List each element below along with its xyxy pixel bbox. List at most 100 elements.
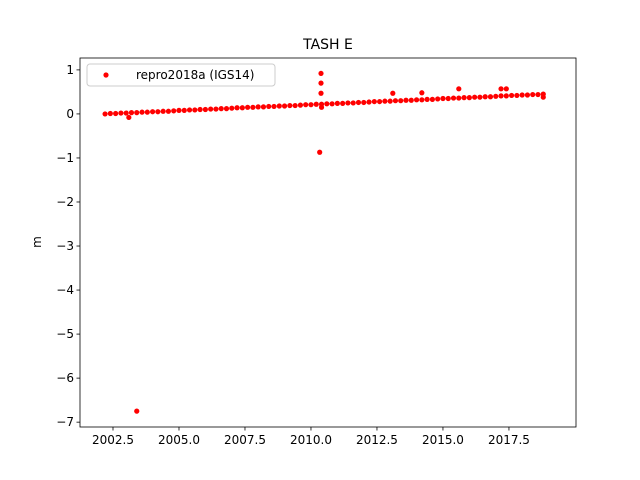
scatter-point [192,107,198,113]
y-tick-label: −4 [56,283,74,297]
y-tick-label: −7 [56,415,74,429]
scatter-point [503,93,509,99]
scatter-point [371,98,377,105]
scatter-point [229,105,235,111]
scatter-point [340,100,346,106]
scatter-point [260,104,267,110]
scatter-point [160,108,166,114]
legend [86,63,276,87]
scatter-point [245,104,251,110]
x-tick-label: 2002.5 [92,433,134,447]
y-tick-label: −1 [56,151,74,165]
scatter-point [281,103,288,109]
y-tick-label: −3 [56,239,74,253]
scatter-point [334,100,340,106]
scatter-point [134,110,140,116]
scatter-point [287,102,293,109]
x-tick-label: 2010.0 [290,433,332,447]
legend-marker [103,72,109,78]
x-tick-label: 2012.5 [356,433,398,447]
scatter-point [540,94,546,100]
scatter-point [213,106,219,112]
scatter-point [503,86,509,92]
scatter-point [530,91,536,98]
scatter-point [445,95,451,102]
scatter-point [456,86,462,92]
y-tick-label: −6 [56,371,74,385]
scatter-point [324,101,330,107]
scatter-point [435,96,441,102]
scatter-point [139,109,145,115]
legend-label: repro2018a (IGS14) [136,68,254,82]
scatter-point [202,106,208,113]
scatter-point [524,92,531,98]
scatter-point [271,103,277,110]
scatter-point [466,95,472,101]
scatter-point [403,97,409,103]
scatter-point [276,103,282,109]
scatter-point [424,96,430,102]
x-tick-label: 2017.5 [488,433,530,447]
scatter-point [297,102,304,108]
chart-title: TASH E [302,37,353,53]
scatter-point [398,98,404,104]
scatter-point [493,93,499,99]
scatter-point [234,105,240,111]
plot-frame [79,57,577,428]
scatter-point [292,102,298,109]
scatter-point [318,90,324,96]
scatter-point [255,104,261,110]
y-tick-label: −2 [56,195,74,209]
scatter-point [419,90,425,96]
scatter-point [366,99,372,105]
scatter-point [186,107,193,113]
scatter-point [429,96,436,102]
scatter-point [345,100,351,106]
scatter-point [171,108,177,114]
scatter-point [318,104,325,110]
scatter-point [128,110,135,116]
scatter-point [482,94,488,100]
scatter-point [350,100,356,106]
x-tick-label: 2007.5 [224,433,266,447]
scatter-point [165,108,172,114]
scatter-point [313,101,319,107]
scatter-point [308,102,314,108]
scatter-point [456,95,462,101]
scatter-point [266,103,272,110]
scatter-point [382,98,388,104]
scatter-point [498,93,504,99]
scatter-point [461,95,467,101]
scatter-point [155,109,161,115]
scatter-point [477,94,483,100]
scatter-point [361,99,367,106]
scatter-point [181,107,187,113]
scatter-point [519,92,525,98]
scatter-point [144,109,150,115]
scatter-point [149,109,156,115]
y-tick-label: −5 [56,327,74,341]
scatter-point [303,102,309,108]
scatter-point [208,106,214,112]
scatter-point [355,99,362,106]
x-tick-label: 2005.0 [158,433,200,447]
y-tick-label: 1 [66,63,74,77]
scatter-point [118,110,124,116]
scatter-point [377,98,383,105]
scatter-point [329,101,335,107]
scatter-point [472,94,478,100]
scatter-point [197,106,203,113]
scatter-point [176,107,182,113]
scatter-point [487,94,494,100]
scatter-point [392,98,399,104]
y-axis-label: m [30,236,44,248]
scatter-point [134,408,140,414]
scatter-point [419,97,425,103]
scatter-point [113,110,119,117]
scatter-point [535,91,541,98]
scatter-point [390,90,396,96]
scatter-point [508,92,515,99]
scatter-point [123,110,129,116]
x-tick-label: 2015.0 [422,433,464,447]
